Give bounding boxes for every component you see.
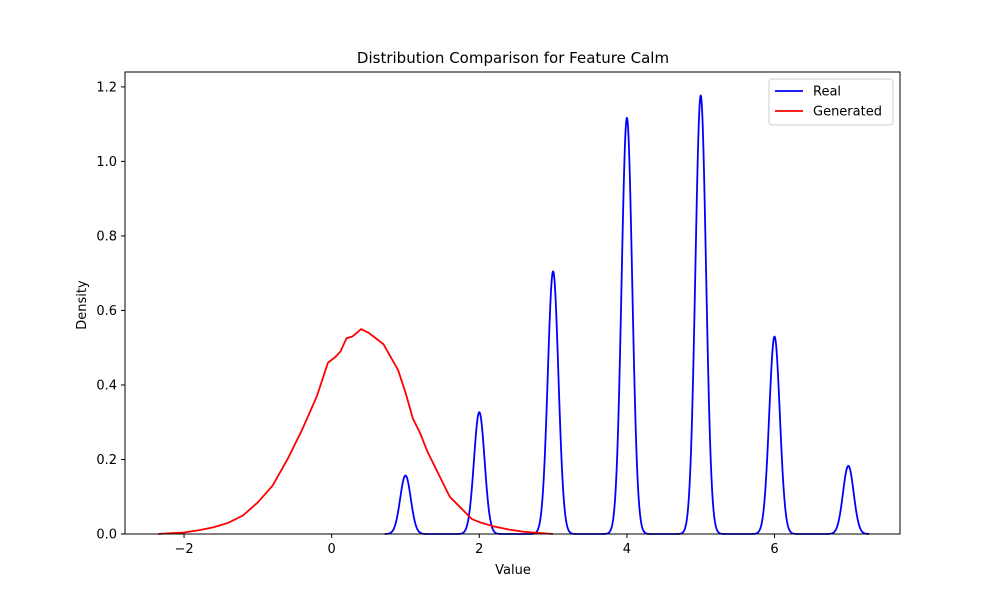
legend-label-real: Real bbox=[813, 85, 841, 100]
x-tick-label: 4 bbox=[623, 542, 631, 557]
series-line-generated bbox=[158, 328, 554, 535]
y-tick-label: 0.2 bbox=[96, 453, 117, 468]
series-line-real bbox=[384, 94, 870, 535]
y-tick-label: 1.2 bbox=[96, 80, 117, 95]
chart-title: Distribution Comparison for Feature Calm bbox=[357, 49, 669, 67]
legend: Real Generated bbox=[768, 78, 894, 126]
axes-layer: −2 0 2 4 6 0.0 0.2 0.4 0.6 0.8 1.0 1.2 bbox=[96, 71, 901, 557]
y-axis-label: Density bbox=[75, 280, 90, 330]
x-axis-label: Value bbox=[495, 563, 531, 578]
legend-label-generated: Generated bbox=[813, 105, 882, 120]
y-tick-label: 0.0 bbox=[96, 528, 117, 543]
x-tick-label: 0 bbox=[328, 542, 336, 557]
y-tick-label: 0.4 bbox=[96, 378, 117, 393]
x-tick-label: 2 bbox=[475, 542, 483, 557]
series-layer bbox=[158, 94, 870, 535]
x-tick-label: −2 bbox=[174, 542, 193, 557]
x-tick-label: 6 bbox=[770, 542, 778, 557]
y-tick-label: 1.0 bbox=[96, 155, 117, 170]
plot-frame bbox=[124, 71, 901, 535]
y-tick-label: 0.6 bbox=[96, 304, 117, 319]
y-tick-label: 0.8 bbox=[96, 229, 117, 244]
